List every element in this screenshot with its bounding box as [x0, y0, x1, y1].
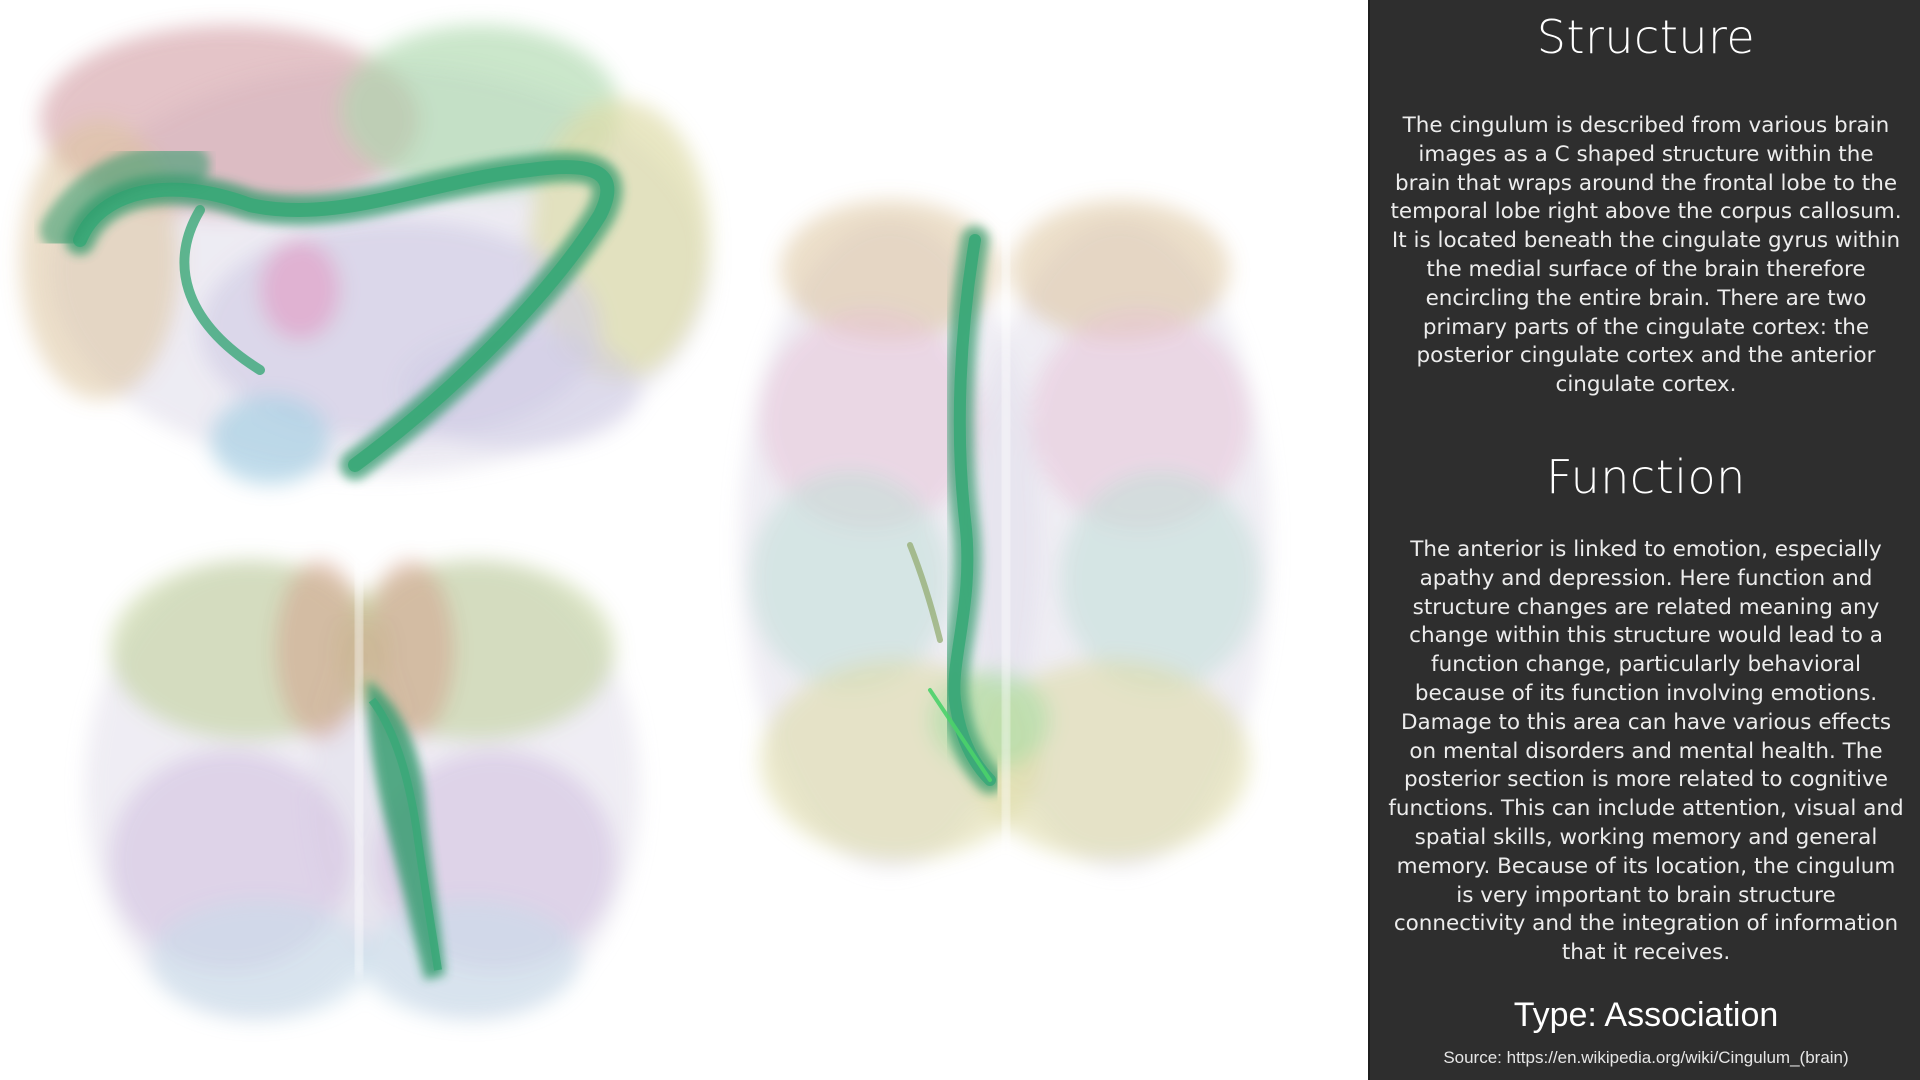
cingulum-tract-axial [907, 226, 1004, 794]
source-link[interactable]: Source: https://en.wikipedia.org/wiki/Ci… [1443, 1048, 1849, 1067]
sagittal-brain-view [20, 25, 710, 485]
function-heading: Function [1546, 450, 1746, 504]
structure-description: The cingulum is described from various b… [1390, 113, 1902, 398]
coronal-brain-view [85, 545, 640, 1020]
brain-render [20, 25, 1270, 1020]
brain-visualization [20, 25, 1270, 1020]
cingulum-tract-coronal [367, 680, 445, 980]
axial-brain-view [740, 200, 1270, 885]
function-description: The anterior is linked to emotion, espec… [1388, 537, 1904, 966]
tract-type-label: Type: Association [1513, 996, 1779, 1034]
structure-heading: Structure [1536, 10, 1756, 64]
info-panel: Structure The cingulum is described from… [1368, 0, 1920, 1080]
cingulum-tract-sagittal [40, 144, 623, 480]
